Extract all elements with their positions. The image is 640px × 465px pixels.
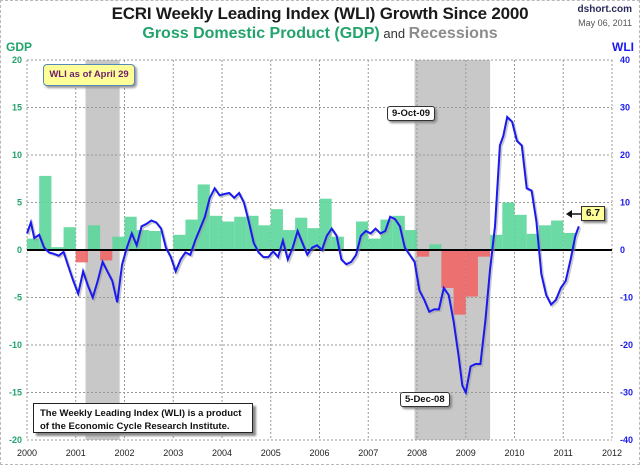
gdp-bar — [392, 215, 405, 250]
x-tick: 2001 — [66, 448, 86, 458]
y-tick-right: 0 — [620, 245, 625, 255]
gdp-bar — [234, 216, 247, 250]
gdp-bar — [27, 238, 40, 250]
wli-line — [26, 115, 580, 396]
subtitle-and: and — [379, 26, 409, 41]
source-label: dshort.com — [577, 4, 632, 15]
x-tick: 2009 — [456, 448, 476, 458]
x-tick: 2000 — [17, 448, 37, 458]
latest-arrow-icon — [566, 210, 581, 218]
gdp-bar — [173, 234, 186, 250]
y-tick-left: -5 — [14, 293, 22, 303]
x-tick: 2012 — [602, 448, 622, 458]
trough-callout: 5-Dec-08 — [400, 392, 450, 407]
x-tick: 2005 — [261, 448, 281, 458]
gdp-bar — [270, 209, 283, 250]
y-tick-left: 5 — [17, 198, 22, 208]
x-tick: 2003 — [163, 448, 183, 458]
gdp-bar — [417, 250, 430, 257]
gdp-bar — [222, 221, 235, 250]
gdp-bar — [63, 227, 76, 250]
gdp-bar — [404, 230, 417, 250]
x-tick: 2008 — [407, 448, 427, 458]
gdp-bar — [258, 225, 271, 250]
gdp-bar — [514, 214, 527, 250]
gdp-bar — [51, 247, 64, 250]
y-tick-right: 40 — [620, 55, 630, 65]
gdp-bar — [502, 202, 515, 250]
gdp-bar — [526, 233, 539, 250]
gdp-bar — [368, 238, 381, 250]
x-tick: 2002 — [114, 448, 134, 458]
gdp-bar — [453, 250, 466, 315]
source-note: The Weekly Leading Index (WLI) is a prod… — [33, 403, 253, 433]
x-tick: 2011 — [554, 448, 573, 458]
y-tick-left: -10 — [9, 340, 22, 350]
wli-as-of-label: WLI as of April 29 — [43, 64, 135, 86]
y-tick-right: -40 — [620, 435, 633, 445]
gdp-bar — [124, 216, 137, 250]
gdp-bar — [39, 175, 52, 250]
source-note-line1: The Weekly Leading Index (WLI) is a prod… — [40, 408, 242, 419]
x-tick: 2004 — [212, 448, 232, 458]
y-axis-left-label: GDP — [6, 40, 33, 54]
y-tick-left: 20 — [12, 55, 22, 65]
gdp-bar — [441, 250, 454, 288]
gdp-bar — [75, 250, 88, 263]
x-tick: 2010 — [504, 448, 524, 458]
gdp-bar — [551, 220, 564, 250]
gdp-bar — [112, 236, 125, 250]
chart-title: ECRI Weekly Leading Index (WLI) Growth S… — [111, 4, 529, 23]
y-tick-right: -10 — [620, 293, 633, 303]
gdp-bar — [87, 225, 101, 250]
gdp-bar — [465, 250, 478, 297]
x-tick: 2006 — [309, 448, 329, 458]
gdp-bar — [295, 217, 308, 250]
peak-callout: 9-Oct-09 — [387, 106, 436, 121]
gdp-bar — [209, 215, 222, 250]
subtitle-recessions: Recessions — [408, 25, 498, 42]
gdp-bar — [477, 250, 491, 257]
y-tick-right: -30 — [620, 388, 633, 398]
y-tick-right: 30 — [620, 103, 630, 113]
gdp-bar — [100, 250, 113, 261]
y-tick-right: 20 — [620, 150, 630, 160]
y-tick-left: 10 — [12, 150, 22, 160]
y-tick-right: 10 — [620, 198, 630, 208]
chart-subtitle: Gross Domestic Product (GDP) and Recessi… — [0, 25, 640, 43]
date-label: May 06, 2011 — [578, 18, 632, 28]
gdp-bar — [429, 244, 442, 250]
y-tick-left: 0 — [17, 245, 22, 255]
subtitle-gdp: Gross Domestic Product (GDP) — [142, 25, 380, 42]
source-note-line2: of the Economic Cycle Research Institute… — [40, 421, 230, 432]
gdp-bar — [538, 225, 552, 250]
y-tick-left: 15 — [12, 103, 22, 113]
x-tick: 2007 — [358, 448, 378, 458]
y-axis-right-label: WLI — [612, 40, 634, 54]
y-tick-left: -15 — [9, 388, 22, 398]
gdp-bar — [148, 231, 162, 250]
latest-value-label: 6.7 — [581, 206, 605, 221]
y-tick-right: -20 — [620, 340, 633, 350]
y-tick-left: -20 — [9, 435, 22, 445]
